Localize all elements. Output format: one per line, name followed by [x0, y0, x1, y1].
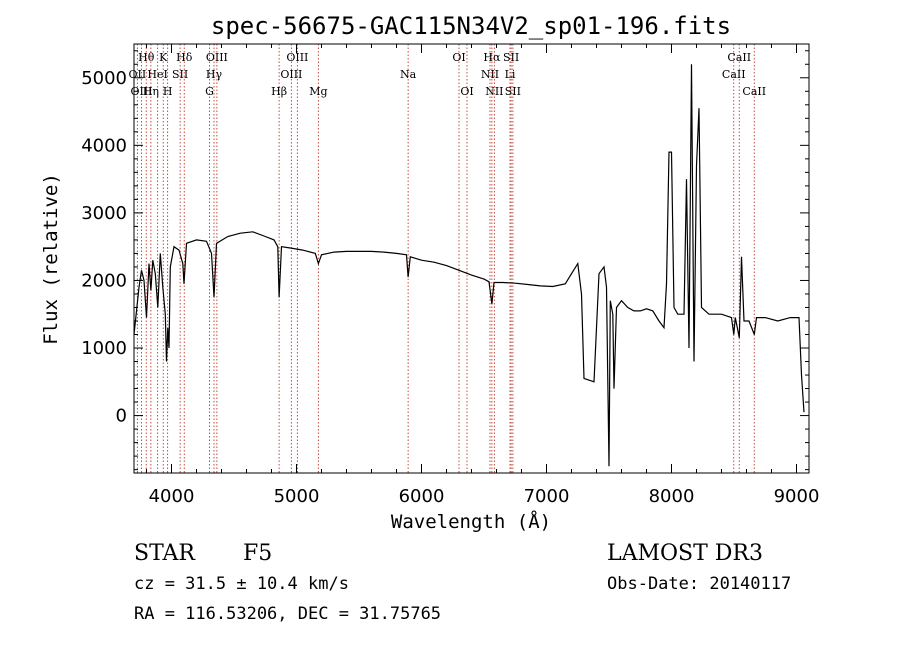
guide-label: OIII [130, 85, 152, 98]
x-axis-label: Wavelength (Å) [391, 510, 551, 533]
guide-label: G [205, 85, 214, 98]
y-axis-ticks: 0 1000 2000 3000 4000 5000 [81, 50, 809, 471]
y-tick-label: 0 [116, 406, 127, 427]
guide-label: OI [452, 51, 465, 64]
guide-label: OIII [286, 51, 308, 64]
x-tick-label: 5000 [274, 486, 320, 507]
guide-label: Hη [143, 85, 159, 98]
guide-label: OII [129, 68, 147, 81]
y-axis-label: Flux (relative) [40, 173, 62, 345]
guide-label: H [163, 85, 173, 98]
guide-label: NII [485, 85, 503, 98]
x-tick-label: 7000 [524, 486, 570, 507]
object-subclass: F5 [243, 541, 272, 566]
obs-date: Obs-Date: 20140117 [607, 574, 791, 594]
y-tick-label: 4000 [81, 135, 127, 156]
y-tick-label: 1000 [81, 338, 127, 359]
guide-label: K [159, 51, 168, 64]
guide-label: SII [172, 68, 188, 81]
survey-name: LAMOST DR3 [607, 541, 763, 566]
guide-label: OIII [280, 68, 302, 81]
line-guides [136, 44, 755, 473]
ra-dec: RA = 116.53206, DEC = 31.75765 [134, 604, 441, 624]
y-tick-label: 2000 [81, 270, 127, 291]
guide-label: CaII [727, 51, 751, 64]
guide-label: CaII [722, 68, 746, 81]
chart-title: spec-56675-GAC115N34V2_sp01-196.fits [211, 12, 731, 40]
x-tick-label: 4000 [149, 486, 195, 507]
guide-label: SII [505, 85, 521, 98]
redshift-cz: cz = 31.5 ± 10.4 km/s [134, 574, 349, 594]
guide-label: NII [481, 68, 499, 81]
x-tick-label: 8000 [649, 486, 695, 507]
spectrum-line [133, 64, 805, 467]
guide-label: Mg [309, 85, 327, 98]
object-class: STAR [134, 541, 196, 566]
guide-label: Hγ [206, 68, 223, 81]
guide-label: SII [503, 51, 519, 64]
plot-frame [133, 43, 810, 474]
x-axis-ticks: 4000 5000 6000 7000 8000 9000 [146, 44, 820, 507]
y-tick-label: 5000 [81, 68, 127, 89]
guide-label: Hθ [138, 51, 155, 64]
guide-label: CaII [742, 85, 766, 98]
guide-label: Hδ [176, 51, 193, 64]
guide-label: Li [505, 68, 516, 81]
guide-label: Hβ [271, 85, 287, 98]
guide-label: OI [460, 85, 473, 98]
x-tick-label: 9000 [774, 486, 820, 507]
x-tick-label: 6000 [399, 486, 445, 507]
guide-label: OIII [206, 51, 228, 64]
guide-label: HeI [147, 68, 167, 81]
guide-label: Na [400, 68, 417, 81]
guide-label: Hα [483, 51, 501, 64]
y-tick-label: 3000 [81, 203, 127, 224]
